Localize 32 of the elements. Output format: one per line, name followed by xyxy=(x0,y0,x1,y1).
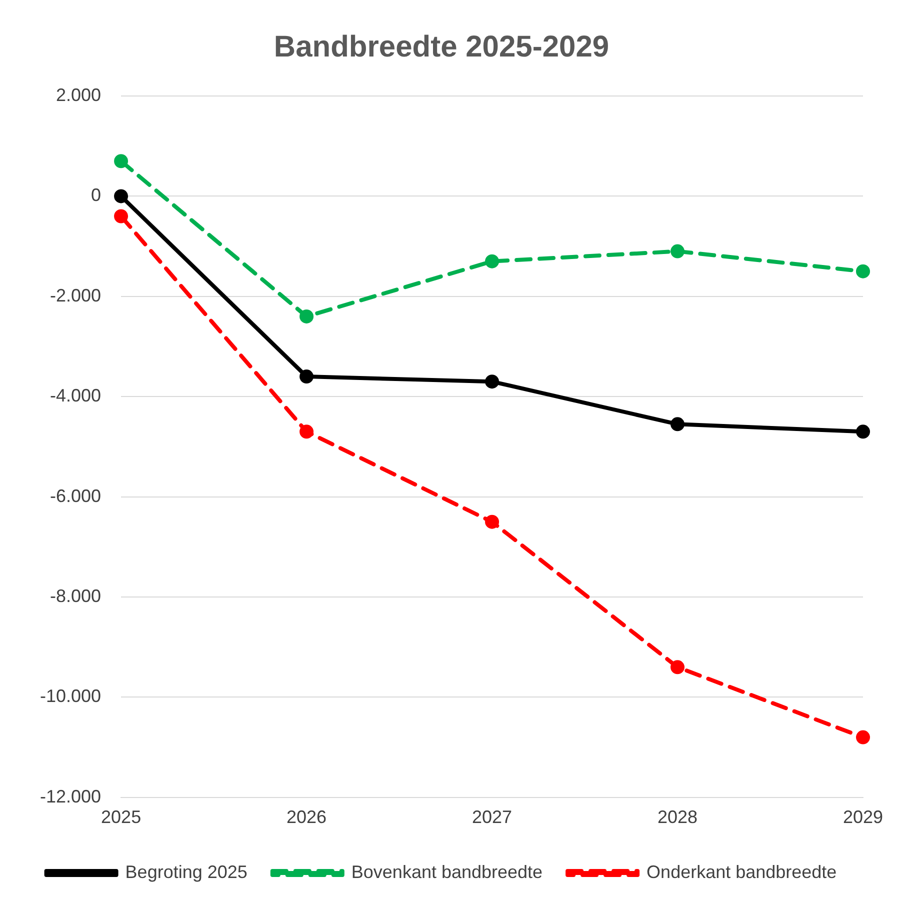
y-tick-label: -2.000 xyxy=(50,285,102,306)
point xyxy=(485,254,500,268)
x-tick-label: 2028 xyxy=(657,807,698,828)
point xyxy=(114,209,128,224)
point xyxy=(670,660,685,674)
chart-title: Bandbreedte 2025-2029 xyxy=(274,30,610,64)
point xyxy=(300,309,314,324)
x-tick-label: 2027 xyxy=(472,807,512,828)
y-tick-label: -6.000 xyxy=(50,486,102,506)
point xyxy=(114,189,128,204)
legend-label: Onderkant bandbreedte xyxy=(646,862,837,882)
y-tick-label: -8.000 xyxy=(50,586,102,606)
x-tick-label: 2029 xyxy=(842,807,884,828)
point xyxy=(856,424,870,439)
legend-label: Begroting 2025 xyxy=(125,862,248,882)
y-tick-label: 0 xyxy=(91,185,102,206)
point xyxy=(114,154,128,168)
point xyxy=(670,417,685,432)
point xyxy=(485,374,500,389)
y-tick-label: -10.000 xyxy=(40,686,102,706)
y-tick-label: -12.000 xyxy=(40,786,102,806)
point xyxy=(670,244,685,258)
point xyxy=(300,370,314,384)
x-tick-label: 2025 xyxy=(101,807,142,828)
y-tick-label: 2.000 xyxy=(56,84,102,105)
x-tick-label: 2026 xyxy=(286,807,327,828)
point xyxy=(485,514,500,529)
legend-label: Bovenkant bandbreedte xyxy=(351,862,543,882)
point xyxy=(300,424,314,439)
y-tick-label: -4.000 xyxy=(50,386,102,406)
point xyxy=(856,264,870,278)
point xyxy=(856,730,870,744)
